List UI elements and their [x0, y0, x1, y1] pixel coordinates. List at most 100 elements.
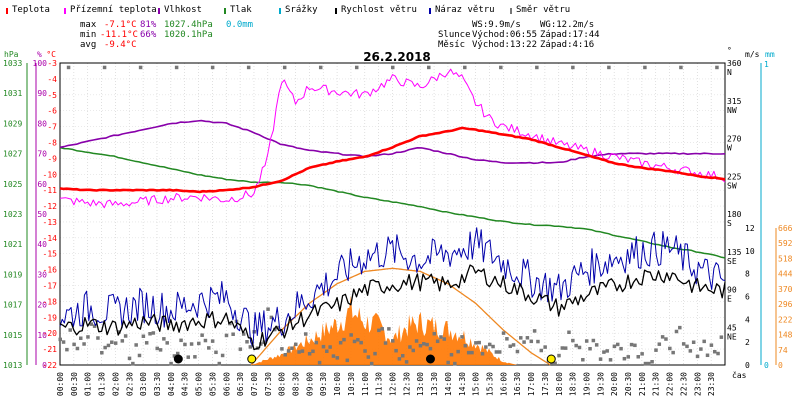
- tick-pct: 70: [37, 150, 47, 159]
- wind-dir-point: [282, 65, 287, 70]
- wind-dir-point: [102, 65, 107, 70]
- tick-dir-label: SE: [727, 257, 737, 266]
- tick-time: 05:00: [195, 372, 204, 396]
- wind-dir-point: [331, 354, 336, 358]
- wind-dir-point: [466, 350, 471, 355]
- tick-pct: 20: [37, 301, 47, 310]
- wind-dir-point: [183, 342, 187, 347]
- wind-dir-point: [246, 65, 251, 70]
- wind-dir-point: [400, 354, 405, 358]
- wind-dir-point: [511, 343, 516, 347]
- wind-dir-point: [72, 342, 76, 347]
- wind-dir-point: [688, 349, 693, 353]
- tick-time: 12:00: [389, 372, 398, 396]
- wind-dir-point: [210, 65, 215, 70]
- wind-dir-point: [224, 333, 229, 338]
- wind-dir-point: [300, 349, 305, 353]
- tick-hpa: 1017: [3, 301, 22, 310]
- tick-dir-label: NW: [727, 106, 737, 115]
- tick-time: 13:30: [430, 372, 439, 396]
- tick-time: 23:30: [707, 372, 716, 396]
- wind-dir-point: [148, 332, 152, 336]
- wind-dir-point: [487, 342, 492, 347]
- wind-dir-point: [427, 65, 431, 70]
- tick-time: 04:30: [181, 372, 190, 396]
- stat-max-temp: -7.1°C: [104, 20, 137, 30]
- wind-dir-point: [515, 349, 520, 354]
- wind-dir-point: [317, 360, 322, 365]
- wind-dir-point: [113, 341, 118, 345]
- wind-dir-point: [155, 346, 159, 351]
- stat-min-label: min: [80, 30, 96, 40]
- tick-time: 18:30: [569, 372, 578, 396]
- tick-time: 21:30: [652, 372, 661, 396]
- tick-hpa: 1033: [3, 59, 22, 68]
- wind-dir-point: [535, 65, 539, 70]
- tick-hpa: 1013: [3, 361, 22, 370]
- wind-dir-point: [391, 65, 395, 70]
- wind-dir-point: [477, 340, 481, 345]
- wind-dir-point: [158, 348, 163, 352]
- wind-dir-point: [61, 340, 66, 344]
- wind-dir-point: [193, 355, 197, 359]
- wind-dir-point: [276, 325, 280, 330]
- stat-min-press: 1020.1hPa: [164, 30, 213, 40]
- wind-dir-point: [280, 347, 284, 351]
- wind-dir-point: [172, 354, 177, 358]
- wind-dir-point: [127, 356, 132, 361]
- wind-dir-point: [408, 345, 412, 349]
- wind-speed-info: WS:9.9m/s: [472, 20, 521, 30]
- series-solar-area: [251, 295, 518, 365]
- wind-dir-point: [591, 338, 596, 343]
- legend-label: Teplota: [12, 5, 50, 15]
- wind-dir-point: [715, 65, 719, 70]
- wind-dir-point: [325, 349, 329, 353]
- tick-time: 04:00: [167, 372, 176, 396]
- wind-dir-point: [435, 339, 440, 344]
- legend-label: Rychlost větru: [341, 5, 417, 15]
- wind-dir-point: [418, 343, 423, 348]
- wind-dir-point: [86, 335, 90, 339]
- wind-gust-info: WG:12.2m/s: [540, 20, 594, 30]
- tick-time: 03:00: [139, 372, 148, 396]
- wind-dir-point: [594, 343, 599, 347]
- wind-dir-point: [442, 337, 447, 341]
- wind-dir-point: [428, 346, 433, 351]
- tick-pct: 80: [37, 119, 47, 128]
- wind-dir-point: [668, 346, 672, 351]
- wind-dir-point: [394, 348, 398, 353]
- chart-date: 26.2.2018: [363, 50, 431, 64]
- axis-hpa-unit: hPa: [4, 50, 19, 59]
- wind-dir-point: [619, 346, 623, 351]
- wind-dir-point: [391, 339, 395, 343]
- tick-dir: 45: [727, 323, 737, 332]
- stat-max-rain: 0.0mm: [226, 20, 253, 30]
- wind-dir-point: [217, 361, 222, 366]
- tick-time: 07:30: [264, 372, 273, 396]
- wind-dir-point: [660, 335, 665, 339]
- wind-dir-point: [352, 339, 357, 344]
- legend-label: Směr větru: [516, 5, 570, 15]
- wind-dir-point: [536, 339, 540, 344]
- tick-dir: 315: [727, 97, 742, 106]
- tick-sol: 444: [778, 270, 793, 279]
- wind-dir-point: [633, 343, 637, 348]
- wind-dir-point: [238, 347, 243, 351]
- wind-dir-point: [162, 337, 166, 341]
- tick-time: 08:30: [292, 372, 301, 396]
- tick-time: 07:00: [250, 372, 259, 396]
- stat-max-hum: 81%: [140, 20, 157, 30]
- wind-dir-point: [66, 65, 71, 70]
- tick-time: 21:00: [638, 372, 647, 396]
- wind-dir-point: [679, 65, 683, 70]
- tick-time: 14:30: [458, 372, 467, 396]
- tick-time: 11:00: [361, 372, 370, 396]
- tick-time: 17:30: [541, 372, 550, 396]
- wind-dir-point: [200, 333, 204, 337]
- wind-dir-point: [691, 340, 696, 345]
- wind-dir-point: [553, 361, 557, 366]
- wind-dir-point: [456, 349, 460, 354]
- tick-temp: -11: [43, 186, 58, 195]
- axis-pct-unit: %: [37, 50, 42, 59]
- wind-dir-point: [363, 349, 367, 353]
